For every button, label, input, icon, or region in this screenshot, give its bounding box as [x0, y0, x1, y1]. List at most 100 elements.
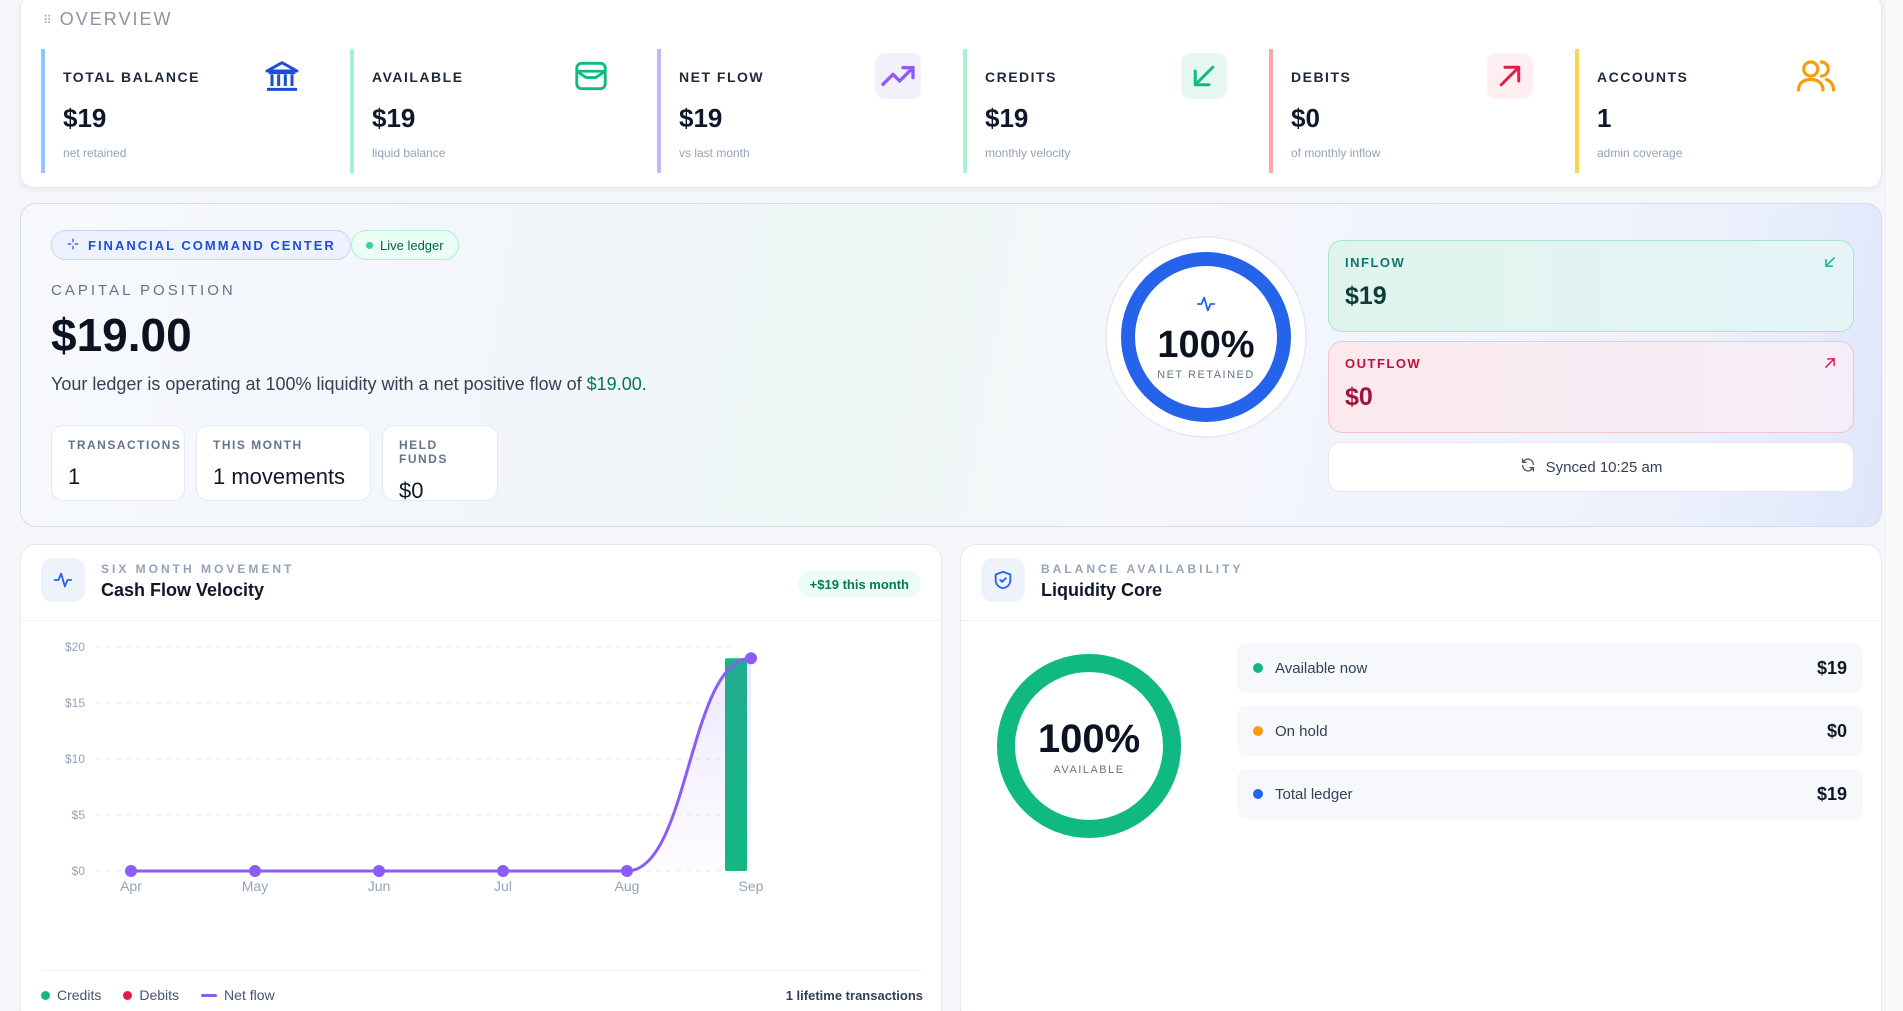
live-ledger-label: Live ledger [380, 237, 444, 253]
capital-value: $19.00 [51, 309, 192, 361]
stat-sub: liquid balance [372, 146, 446, 160]
capital-desc-amount: $19.00 [586, 374, 642, 394]
net-flow-point [497, 865, 509, 877]
legend-debits-label: Debits [139, 987, 180, 1003]
stat-value: $19 [63, 103, 107, 133]
capital-desc-text: Your ledger is operating at 100% liquidi… [51, 374, 587, 394]
y-tick-label: $0 [72, 864, 86, 878]
net-flow-point [125, 865, 137, 877]
capital-description: Your ledger is operating at 100% liquidi… [51, 374, 647, 395]
net-flow-point [745, 652, 757, 665]
chart-legend: Credits Debits Net flow 1 lifetime trans… [41, 970, 923, 1003]
stat-label: NET FLOW [679, 69, 765, 85]
net-flow-area [131, 658, 751, 871]
overview-title: OVERVIEW [59, 9, 173, 29]
y-tick-label: $15 [65, 696, 85, 710]
stat-value: $19 [679, 103, 723, 133]
users-icon [1793, 53, 1839, 99]
arrow-down-left-icon [1181, 53, 1227, 99]
month-change-badge: +$19 this month [797, 571, 921, 597]
x-tick-label: Aug [615, 878, 640, 894]
legend-credits[interactable]: Credits [41, 987, 101, 1003]
net-flow-point [621, 865, 633, 877]
cash-flow-chart: $0 $5 $10 $15 $20 Apr May Jun Jul Aug Sep [65, 640, 764, 894]
net-retained-ring-text: 100% NET RETAINED [1103, 234, 1309, 440]
activity-icon [1195, 293, 1217, 320]
overview-header: ⠿ OVERVIEW [43, 9, 173, 30]
capital-position-card: FINANCIAL COMMAND CENTER Live ledger CAP… [20, 203, 1882, 527]
mini-stat-transactions: TRANSACTIONS 1 [51, 425, 185, 501]
legend-credits-swatch [41, 990, 50, 1000]
live-dot [366, 241, 373, 249]
stat-label: AVAILABLE [372, 69, 464, 85]
cash-flow-header: SIX MONTH MOVEMENT Cash Flow Velocity +$… [21, 545, 941, 621]
shield-check-icon [981, 558, 1025, 602]
stat-label: DEBITS [1291, 69, 1352, 85]
cash-flow-eyebrow: SIX MONTH MOVEMENT [101, 562, 295, 576]
liquidity-row-total: Total ledger $19 [1237, 769, 1863, 819]
cash-flow-title: Cash Flow Velocity [101, 580, 265, 600]
stat-sub: net retained [63, 146, 127, 160]
y-tick-label: $20 [65, 640, 85, 654]
net-retained-percent: 100% [1157, 324, 1255, 366]
liquidity-header: BALANCE AVAILABILITY Liquidity Core [961, 545, 1881, 621]
stat-total-balance: TOTAL BALANCE $19 net retained [41, 49, 327, 173]
liquidity-row-label: Available now [1275, 659, 1368, 677]
legend-net-flow-label: Net flow [224, 987, 275, 1003]
live-ledger-badge: Live ledger [351, 230, 459, 260]
net-flow-line [130, 656, 752, 873]
stat-sub: admin coverage [1597, 146, 1683, 160]
outflow-card: OUTFLOW $0 [1328, 341, 1854, 433]
x-tick-label: Apr [120, 878, 142, 894]
stat-net-flow: NET FLOW $19 vs last month [657, 49, 943, 173]
page-scrollbar[interactable] [1885, 0, 1903, 1011]
mini-stat-label: HELD FUNDS [399, 438, 448, 466]
cash-flow-panel: SIX MONTH MOVEMENT Cash Flow Velocity +$… [20, 544, 942, 1011]
liquidity-row-label: Total ledger [1275, 785, 1353, 803]
mini-stat-value: 1 movements [213, 464, 346, 489]
liquidity-row-label: On hold [1275, 722, 1328, 740]
liquidity-row-available: Available now $19 [1237, 643, 1863, 693]
mini-stat-label: THIS MONTH [213, 438, 303, 452]
mini-stat-value: 1 [68, 464, 81, 489]
command-center-badge: FINANCIAL COMMAND CENTER [51, 230, 351, 260]
mini-stat-label: TRANSACTIONS [68, 438, 182, 452]
lifetime-transactions: 1 lifetime transactions [785, 987, 923, 1003]
inflow-value: $19 [1345, 282, 1387, 310]
availability-ring [997, 654, 1181, 838]
stat-sub: vs last month [679, 146, 750, 160]
net-flow-point [249, 865, 261, 877]
legend-credits-label: Credits [57, 987, 102, 1003]
legend-debits-swatch [123, 990, 133, 1000]
sync-status-text: Synced 10:25 am [1545, 458, 1663, 476]
mini-stat-value: $0 [399, 478, 424, 503]
stat-label: CREDITS [985, 69, 1057, 85]
outflow-value: $0 [1345, 383, 1373, 411]
net-retained-ring: 100% NET RETAINED [1103, 234, 1309, 440]
legend-debits[interactable]: Debits [123, 987, 179, 1003]
inflow-card: INFLOW $19 [1328, 240, 1854, 332]
sync-status-button[interactable]: Synced 10:25 am [1328, 442, 1854, 492]
arrow-down-left-icon [1823, 255, 1837, 274]
stat-sub: of monthly inflow [1291, 146, 1381, 160]
stat-credits: CREDITS $19 monthly velocity [963, 49, 1249, 173]
mini-stat-this-month: THIS MONTH 1 movements [196, 425, 371, 501]
x-tick-label: May [242, 878, 268, 894]
x-tick-label: Jul [494, 878, 512, 894]
stat-label: TOTAL BALANCE [63, 69, 200, 85]
stat-accounts: ACCOUNTS 1 admin coverage [1575, 49, 1861, 173]
stat-label: ACCOUNTS [1597, 69, 1689, 85]
total-ledger-dot [1253, 789, 1263, 799]
legend-net-flow[interactable]: Net flow [201, 987, 275, 1003]
stat-debits: DEBITS $0 of monthly inflow [1269, 49, 1555, 173]
trending-up-icon [875, 53, 921, 99]
stat-sub: monthly velocity [985, 146, 1071, 160]
outflow-label: OUTFLOW [1345, 356, 1422, 371]
bank-icon [259, 53, 305, 99]
liquidity-row-value: $0 [1826, 720, 1847, 741]
wallet-icon [568, 53, 614, 99]
drag-handle-icon[interactable]: ⠿ [43, 12, 52, 27]
sparkles-icon [66, 237, 80, 254]
stat-value: 1 [1597, 103, 1612, 133]
arrow-up-right-icon [1823, 356, 1837, 375]
